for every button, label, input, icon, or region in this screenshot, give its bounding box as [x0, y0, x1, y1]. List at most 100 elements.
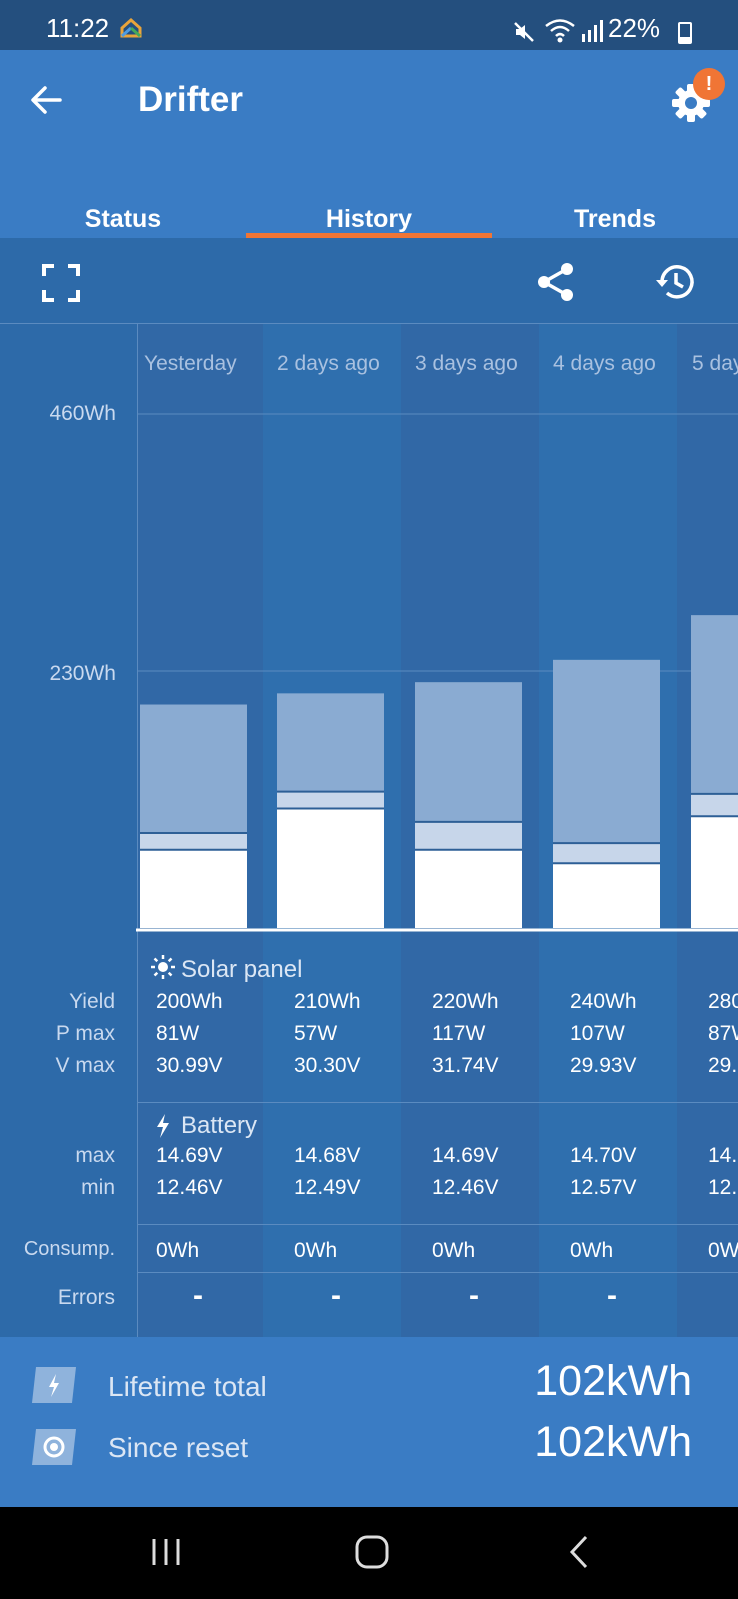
row-label-battery-min: min: [81, 1176, 115, 1199]
battery-min-value: 12.: [708, 1176, 738, 1199]
battery-min-value: 12.46V: [156, 1176, 223, 1199]
reset-badge-icon: [30, 1429, 78, 1465]
yield-value: 280Wh: [708, 990, 738, 1013]
battery-min-value: 12.57V: [570, 1176, 637, 1199]
bar-absorption: [415, 821, 522, 850]
since-reset-label: Since reset: [108, 1432, 249, 1463]
bar-bulk: [415, 849, 522, 928]
lightning-icon: [155, 1114, 171, 1138]
pmax-value: 87W: [708, 1022, 738, 1045]
yield-value: 240Wh: [570, 990, 637, 1013]
status-bar: 11:22 22%: [0, 0, 738, 50]
vmax-value: 29.93V: [570, 1054, 637, 1077]
bar-absorption: [277, 791, 384, 809]
fullscreen-icon[interactable]: [42, 264, 80, 302]
bar-absorption: [553, 843, 660, 864]
battery-max-value: 14.: [708, 1144, 738, 1167]
vmax-value: 31.74V: [432, 1054, 499, 1077]
day-label: Yesterday: [144, 352, 237, 375]
bar-bulk: [277, 808, 384, 928]
y-tick-label: 230Wh: [49, 662, 116, 685]
divider: [138, 1224, 738, 1225]
totals-panel: Lifetime total 102kWh Since reset 102kWh: [0, 1337, 738, 1507]
lifetime-total-value: 102kWh: [534, 1357, 692, 1405]
vmax-value: 30.99V: [156, 1054, 223, 1077]
tab-history[interactable]: History: [325, 205, 413, 233]
app-bar: Drifter ! Status History Trends: [0, 50, 738, 238]
share-icon[interactable]: [536, 262, 576, 302]
yield-value: 220Wh: [432, 990, 499, 1013]
divider: [138, 1272, 738, 1273]
battery-max-value: 14.69V: [432, 1144, 499, 1167]
row-label-consumption: Consump.: [23, 1238, 115, 1260]
row-label-pmax: P max: [55, 1022, 115, 1045]
pmax-value: 117W: [432, 1022, 486, 1045]
tab-trends[interactable]: Trends: [574, 205, 656, 233]
pmax-value: 57W: [294, 1022, 338, 1045]
history-panel: Yesterday 2 days ago 3 days ago 4 days a…: [0, 324, 738, 1337]
bar-absorption: [140, 833, 247, 850]
battery-level: [680, 37, 690, 42]
axis-line: [137, 324, 138, 1337]
system-nav-bar: [0, 1507, 738, 1599]
battery-section-title: Battery: [181, 1112, 258, 1139]
vmax-value: 30.30V: [294, 1054, 361, 1077]
consumption-value: 0Wh: [570, 1239, 614, 1262]
row-label-vmax: V max: [55, 1054, 115, 1077]
back-arrow-icon[interactable]: [28, 82, 64, 118]
tab-status[interactable]: Status: [84, 205, 162, 233]
battery-max-value: 14.70V: [570, 1144, 637, 1167]
day-label: 2 days ago: [277, 352, 380, 375]
pmax-value: 81W: [156, 1022, 200, 1045]
recent-apps-icon[interactable]: [150, 1537, 182, 1567]
row-label-errors: Errors: [57, 1286, 115, 1309]
consumption-value: 0Wh: [294, 1239, 338, 1262]
consumption-value: 0Wh: [708, 1239, 738, 1262]
mute-icon: [512, 20, 536, 44]
yield-value: 200Wh: [156, 990, 223, 1013]
wifi-icon: [544, 18, 576, 44]
battery-percent: 22%: [608, 13, 661, 43]
bar-absorption: [691, 793, 738, 817]
divider: [138, 1102, 738, 1103]
errors-value: -: [193, 1279, 203, 1312]
row-label-battery-max: max: [75, 1144, 115, 1167]
chart-svg: [136, 413, 738, 932]
clock: 11:22: [46, 13, 110, 43]
history-restore-icon[interactable]: [654, 262, 696, 302]
day-label: 4 days ago: [553, 352, 656, 375]
consumption-value: 0Wh: [156, 1239, 200, 1262]
since-reset-value: 102kWh: [534, 1418, 692, 1466]
lightning-badge-icon: [30, 1367, 78, 1403]
back-nav-icon[interactable]: [568, 1535, 590, 1569]
google-home-icon: [120, 18, 142, 38]
settings-alert-badge: !: [693, 68, 725, 100]
vmax-value: 29.: [708, 1054, 738, 1077]
history-toolbar: [0, 238, 738, 324]
day-label: 3 days ago: [415, 352, 518, 375]
battery-min-value: 12.49V: [294, 1176, 361, 1199]
yield-chart: 460Wh 230Wh: [0, 324, 738, 944]
y-tick-label: 460Wh: [49, 402, 116, 425]
home-icon[interactable]: [355, 1535, 389, 1569]
row-label-yield: Yield: [69, 990, 115, 1013]
errors-value: -: [469, 1279, 479, 1312]
errors-value: -: [331, 1279, 341, 1312]
battery-max-value: 14.69V: [156, 1144, 223, 1167]
solar-section-title: Solar panel: [181, 956, 303, 983]
page-title: Drifter: [138, 80, 244, 119]
yield-value: 210Wh: [294, 990, 361, 1013]
errors-value: -: [607, 1279, 617, 1312]
battery-max-value: 14.68V: [294, 1144, 361, 1167]
battery-min-value: 12.46V: [432, 1176, 499, 1199]
bar-bulk: [140, 849, 247, 928]
consumption-value: 0Wh: [432, 1239, 476, 1262]
pmax-value: 107W: [570, 1022, 625, 1045]
signal-icon: [580, 20, 604, 42]
bar-bulk: [691, 816, 738, 928]
battery-icon: [678, 22, 692, 44]
active-tab-indicator: [246, 233, 492, 238]
day-label: 5 days ago: [692, 352, 738, 375]
lifetime-total-label: Lifetime total: [108, 1371, 267, 1402]
sun-icon: [150, 954, 176, 980]
